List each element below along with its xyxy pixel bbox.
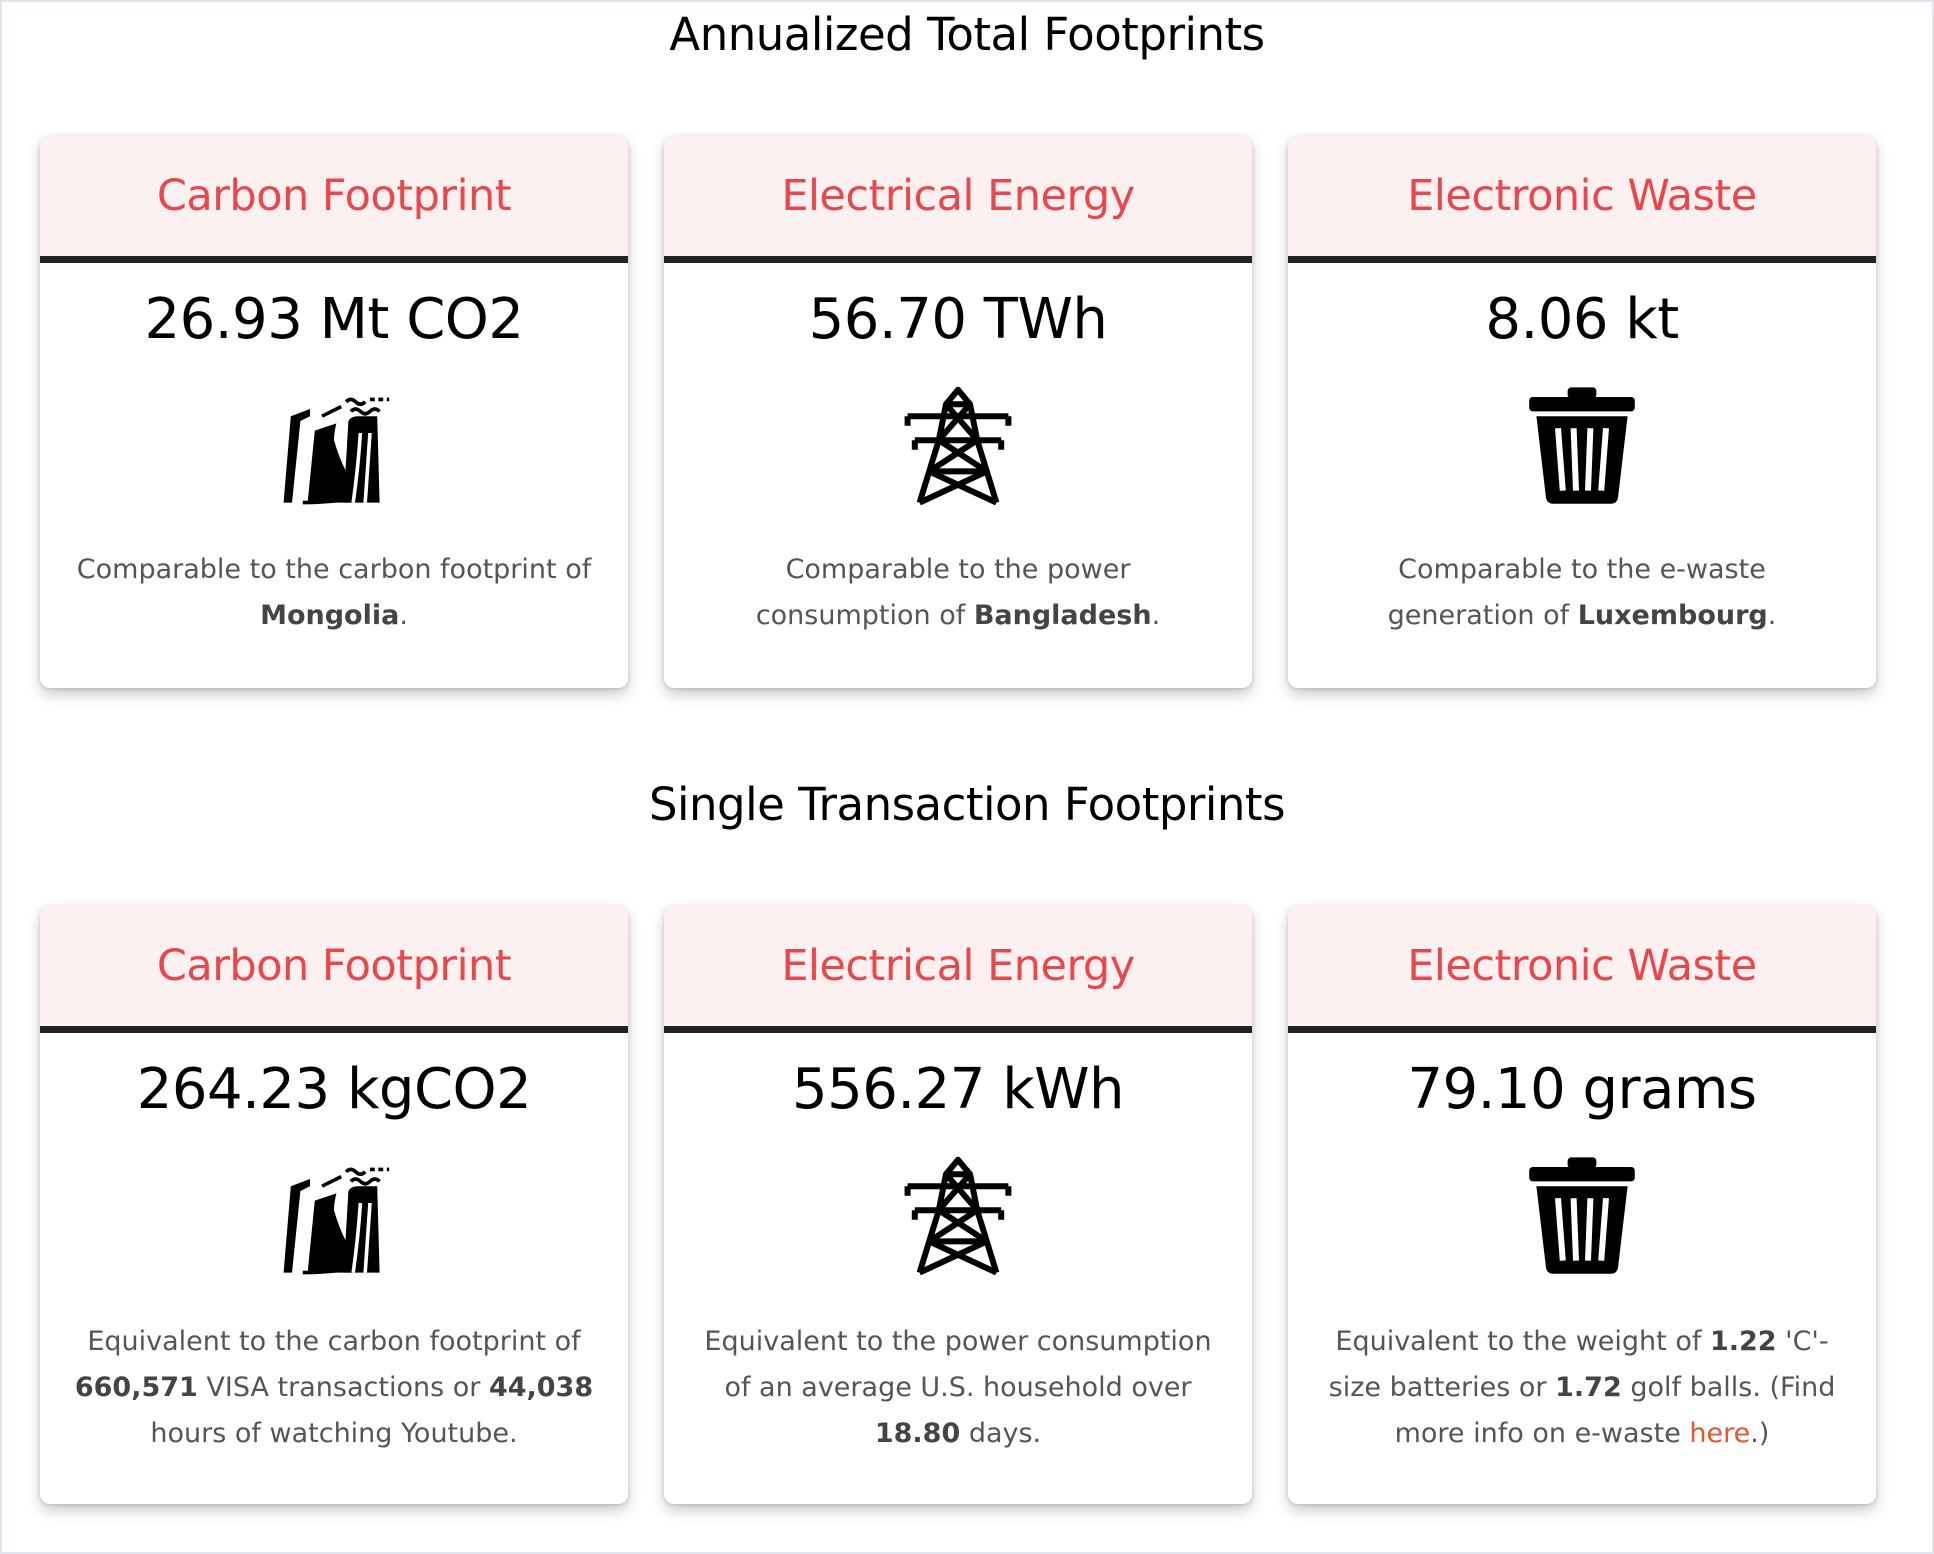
power-tower-icon bbox=[664, 1155, 1252, 1279]
visa-transactions-count: 660,571 bbox=[74, 1372, 198, 1403]
card-value: 264.23 kgCO2 bbox=[136, 1057, 532, 1122]
power-tower-icon bbox=[664, 385, 1252, 509]
card-header: Carbon Footprint bbox=[40, 136, 628, 263]
card-value: 79.10 grams bbox=[1407, 1057, 1757, 1122]
card-value: 56.70 TWh bbox=[808, 287, 1108, 352]
card-header: Electrical Energy bbox=[664, 906, 1252, 1033]
card-description: Equivalent to the carbon footprint of 66… bbox=[74, 1326, 594, 1449]
card-description: Comparable to the e-waste generation of … bbox=[1387, 554, 1777, 631]
card-description: Comparable to the power consumption of B… bbox=[755, 554, 1161, 631]
ewaste-info-link[interactable]: here bbox=[1689, 1418, 1751, 1449]
youtube-hours-count: 44,038 bbox=[488, 1372, 594, 1403]
country-name: Luxembourg bbox=[1577, 600, 1768, 631]
card-value: 8.06 kt bbox=[1485, 287, 1679, 352]
card-single-energy: Electrical Energy 556.27 kWh Equivalent … bbox=[664, 906, 1252, 1504]
trash-can-icon bbox=[1288, 1155, 1876, 1279]
card-header: Electronic Waste bbox=[1288, 136, 1876, 263]
power-plant-icon bbox=[40, 385, 628, 509]
card-header: Electronic Waste bbox=[1288, 906, 1876, 1033]
card-description: Equivalent to the power consumption of a… bbox=[704, 1326, 1212, 1449]
country-name: Mongolia bbox=[260, 600, 400, 631]
card-annual-waste: Electronic Waste 8.06 kt Comparable to t… bbox=[1288, 136, 1876, 688]
card-value: 26.93 Mt CO2 bbox=[144, 287, 525, 352]
card-description: Comparable to the carbon footprint of Mo… bbox=[76, 554, 592, 631]
household-days-count: 18.80 bbox=[874, 1418, 961, 1449]
card-title: Electronic Waste bbox=[1407, 941, 1757, 991]
card-title: Carbon Footprint bbox=[156, 941, 512, 991]
power-plant-icon bbox=[40, 1155, 628, 1279]
card-value: 556.27 kWh bbox=[791, 1057, 1125, 1122]
golf-ball-count: 1.72 bbox=[1555, 1372, 1622, 1403]
card-single-carbon: Carbon Footprint 264.23 kgCO2 Equivalent… bbox=[40, 906, 628, 1504]
card-title: Electrical Energy bbox=[781, 171, 1135, 221]
card-title: Electronic Waste bbox=[1407, 171, 1757, 221]
battery-count: 1.22 bbox=[1709, 1326, 1777, 1357]
section-title-single-transaction: Single Transaction Footprints bbox=[648, 778, 1286, 831]
country-name: Bangladesh bbox=[973, 600, 1152, 631]
card-title: Carbon Footprint bbox=[156, 171, 512, 221]
card-single-waste: Electronic Waste 79.10 grams Equivalent … bbox=[1288, 906, 1876, 1504]
card-annual-carbon: Carbon Footprint 26.93 Mt CO2 Comparable… bbox=[40, 136, 628, 688]
trash-can-icon bbox=[1288, 385, 1876, 509]
card-header: Electrical Energy bbox=[664, 136, 1252, 263]
section-title-annualized: Annualized Total Footprints bbox=[669, 8, 1265, 61]
card-description: Equivalent to the weight of 1.22 'C'-siz… bbox=[1328, 1326, 1836, 1449]
card-title: Electrical Energy bbox=[781, 941, 1135, 991]
card-header: Carbon Footprint bbox=[40, 906, 628, 1033]
card-annual-energy: Electrical Energy 56.70 TWh Comparable t… bbox=[664, 136, 1252, 688]
